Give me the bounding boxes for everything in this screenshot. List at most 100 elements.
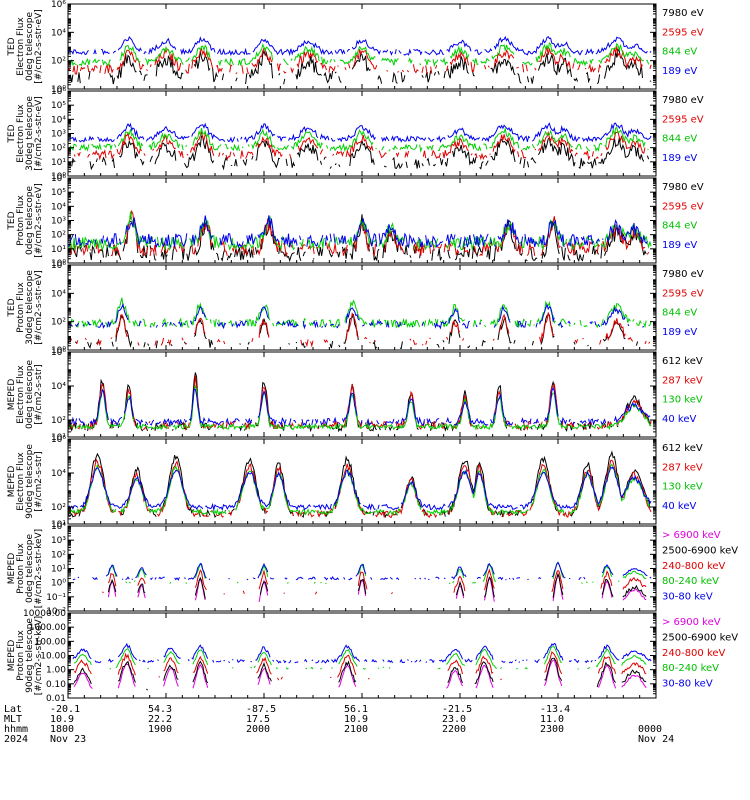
y-axis-label-line: Electron Flux [16, 365, 26, 424]
y-tick-label: 10⁴ [51, 202, 66, 212]
series-line-mep-e-0-2 [67, 384, 652, 431]
y-axis-label: TEDElectron Flux30deg telescope[#/cm2-s-… [7, 96, 44, 171]
y-axis-label-line: TED [7, 37, 17, 56]
legend-entry: 287 keV [662, 375, 703, 386]
y-axis-label-line: TED [7, 298, 17, 317]
panel-mep-p-90: 0.010.101.0010.00100.001000.0010000.00ME… [7, 609, 738, 704]
y-axis-label-line: [#/cm2-s-str-eV] [34, 9, 44, 84]
series-line-mep-p-90-0 [73, 659, 647, 689]
y-tick-label: 10¹ [51, 245, 66, 255]
series-line-mep-p-0-3 [107, 562, 647, 585]
panel-ted-e-30: 10⁰ 10¹ 10² 10³ 10⁴ 10⁵ 10⁶ TEDElectron Flux30d… [7, 87, 704, 182]
legend-entry: 7980 eV [662, 8, 704, 19]
time-axis-row-label: Lat [4, 704, 22, 715]
legend-entry: 7980 eV [662, 182, 704, 193]
time-axis-value: 10.9 [50, 714, 74, 725]
series-line-ted-p-30-1 [68, 312, 651, 348]
legend-entry: 30-80 keV [662, 679, 713, 690]
y-tick-label: 10⁻¹ [46, 593, 66, 603]
legend-entry: 844 eV [662, 134, 697, 145]
y-axis-label-line: [#/cm2-s-str] [34, 364, 44, 424]
y-axis-label-line: Proton Flux [16, 543, 26, 594]
y-axis-label-line: Electron Flux [16, 104, 26, 163]
legend-entry: 189 eV [662, 153, 697, 164]
y-axis-label-line: 0deg telescope [25, 360, 35, 430]
y-tick-label: 10⁰ [51, 85, 66, 95]
y-axis-label-line: MEPED [7, 553, 17, 585]
y-tick-label: 10⁶ [51, 87, 66, 97]
time-axis-row-label: MLT [4, 714, 22, 725]
legend-entry: 130 keV [662, 395, 703, 406]
y-axis-label-line: [#/cm2-s-str-eV] [34, 270, 44, 345]
y-tick-label: 10⁶ [51, 0, 66, 10]
y-axis-label-line: [#/cm2-s-str-eV] [34, 96, 44, 171]
series-line-ted-p-0-3 [68, 215, 651, 247]
panel-ted-p-0: 10⁰ 10¹ 10² 10³ 10⁴ 10⁵ 10⁶ TEDProton Flux0deg … [7, 174, 704, 269]
y-axis-label-line: 0deg telescope [25, 534, 35, 604]
time-axis-value: -87.5 [246, 704, 276, 715]
y-tick-label: 10⁰ [51, 579, 66, 589]
legend-entry: > 6900 keV [662, 617, 721, 628]
y-axis-label-line: MEPED [7, 640, 17, 672]
time-axis-row-label: hhmm [4, 724, 28, 735]
time-axis-value: 11.0 [540, 714, 564, 725]
panel-mep-e-0: 10¹ 10² 10⁴ 10⁶ MEPEDElectron Flux0deg teles… [7, 348, 703, 443]
y-axis-label-line: 30deg telescope [25, 96, 35, 171]
y-tick-label: 10¹ [51, 433, 66, 443]
y-axis-label-line: 30deg telescope [25, 270, 35, 345]
legend-entry: 2500-6900 keV [662, 545, 738, 556]
legend-entry: 7980 eV [662, 269, 704, 280]
y-axis-label: TEDElectron Flux0deg telescope[#/cm2-s-s… [7, 9, 44, 84]
legend-entry: 844 eV [662, 308, 697, 319]
series-line-ted-p-30-2 [70, 297, 652, 329]
series-line-mep-p-0-4 [72, 561, 652, 581]
legend-entry: 2595 eV [662, 201, 704, 212]
y-axis-label-line: Proton Flux [16, 630, 26, 681]
time-axis-value: 2200 [442, 724, 466, 735]
legend-entry: 2595 eV [662, 27, 704, 38]
series-line-mep-p-0-1 [107, 572, 647, 599]
series-line-ted-p-30-3 [69, 305, 650, 329]
legend-entry: 80-240 keV [662, 663, 719, 674]
panel-frame [67, 612, 657, 699]
y-axis-label: MEPEDProton Flux90deg telescope[#/cm2-s-… [7, 616, 44, 695]
y-axis-label-line: MEPED [7, 466, 17, 498]
panel-ted-p-30: 10⁰ 10² 10⁴ 10⁶ TEDProton Flux30deg telescop… [7, 261, 704, 356]
legend-entry: 844 eV [662, 47, 697, 58]
time-axis-value: -21.5 [442, 704, 472, 715]
legend-entry: 240-800 keV [662, 648, 726, 659]
time-axis-value: 56.1 [344, 704, 368, 715]
y-axis-label-line: Electron Flux [16, 17, 26, 76]
series-line-ted-e-30-3 [67, 122, 652, 144]
y-axis-label-line: TED [7, 124, 17, 143]
legend-entry: 240-800 keV [662, 561, 726, 572]
y-axis-label-line: 90deg telescope [25, 444, 35, 519]
time-axis-value: 22.2 [148, 714, 172, 725]
y-tick-label: 10² [51, 416, 66, 426]
time-axis-value: 54.3 [148, 704, 172, 715]
y-axis-label-line: [#/cm2-s-str-keV] [34, 529, 44, 608]
y-tick-label: 10³ [51, 130, 66, 140]
y-tick-label: 0.10 [46, 680, 66, 690]
y-tick-label: 10⁴ [51, 382, 66, 392]
y-tick-label: 100.00 [35, 637, 67, 647]
time-axis-value: Nov 23 [50, 734, 86, 745]
y-axis-label-line: 90deg telescope [25, 618, 35, 693]
y-tick-label: 10³ [51, 536, 66, 546]
y-tick-label: 10⁶ [51, 435, 66, 445]
panel-frame [67, 525, 657, 612]
y-tick-label: 10² [51, 144, 66, 154]
series-line-mep-p-0-0 [108, 575, 651, 604]
y-tick-label: 1.00 [46, 666, 66, 676]
y-tick-label: 10⁴ [51, 469, 66, 479]
time-axis-value: 23.0 [442, 714, 466, 725]
legend-entry: 189 eV [662, 66, 697, 77]
y-tick-label: 10⁴ [51, 115, 66, 125]
legend-entry: 40 keV [662, 501, 696, 512]
y-axis-label-line: 0deg telescope [25, 12, 35, 82]
y-tick-label: 10000.00 [23, 609, 66, 619]
legend-entry: 40 keV [662, 414, 696, 425]
panel-ted-e-0: 10⁰ 10² 10⁴ 10⁶ TEDElectron Flux0deg telesco… [7, 0, 704, 95]
